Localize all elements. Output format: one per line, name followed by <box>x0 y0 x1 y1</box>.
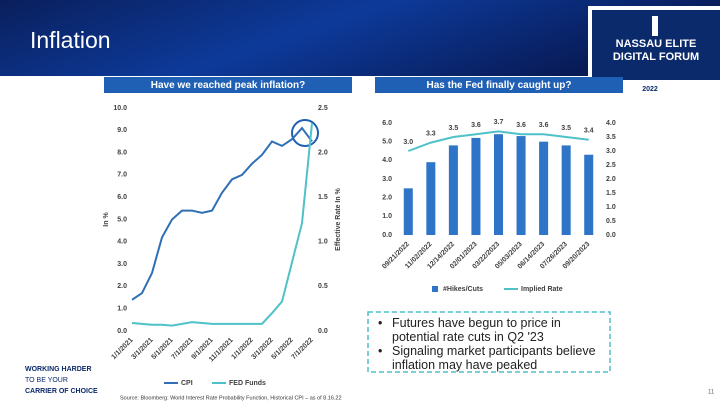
legend-label: Implied Rate <box>521 286 563 293</box>
logo-year: 2022 <box>642 86 658 93</box>
bar <box>403 188 413 235</box>
y2-tick-label: 0.5 <box>318 283 328 290</box>
slide-title: Inflation <box>30 27 111 53</box>
line-series <box>131 123 313 327</box>
data-label: 3.6 <box>516 122 526 129</box>
data-label: 3.7 <box>494 119 504 126</box>
line-series <box>131 126 313 301</box>
chart-header: Have we reached peak inflation? <box>151 80 306 91</box>
data-label: 3.5 <box>449 125 459 132</box>
y-tick-label: 3.0 <box>382 176 392 183</box>
y2-tick-label: 4.0 <box>606 120 616 127</box>
y2-tick-label: 1.5 <box>318 194 328 201</box>
data-label: 3.0 <box>403 139 413 146</box>
right-header-bar <box>375 77 623 93</box>
data-label: 3.6 <box>539 122 549 129</box>
y-tick-label: 9.0 <box>117 127 127 134</box>
bar <box>539 141 549 235</box>
y-tick-label: 3.0 <box>117 261 127 268</box>
tagline: WORKING HARDER <box>25 366 92 373</box>
chart-header: Has the Fed finally caught up? <box>426 80 571 91</box>
logo-text-box: NASSAU ELITE DIGITAL FORUM <box>612 38 700 63</box>
bar <box>426 162 436 235</box>
legend-swatch <box>432 286 438 292</box>
data-label: 3.5 <box>561 125 571 132</box>
bar <box>561 145 571 235</box>
y-axis-title: In % <box>103 212 110 227</box>
y-tick-label: 4.0 <box>117 239 127 246</box>
y2-tick-label: 0.0 <box>606 232 616 239</box>
tagline: TO BE YOUR <box>25 377 68 384</box>
y2-tick-label: 0.0 <box>318 328 328 335</box>
y2-tick-label: 0.5 <box>606 218 616 225</box>
y-tick-label: 8.0 <box>117 149 127 156</box>
x-tick-label: 7/1/2022 <box>290 337 314 361</box>
y2-tick-label: 2.5 <box>606 162 616 169</box>
y-tick-label: 5.0 <box>382 139 392 146</box>
y-tick-label: 1.0 <box>382 213 392 220</box>
legend-label: FED Funds <box>229 380 266 387</box>
peak-highlight <box>291 119 319 147</box>
bar <box>471 137 481 235</box>
y2-tick-label: 2.0 <box>606 176 616 183</box>
data-label: 3.4 <box>584 128 594 135</box>
logo-name: NASSAU ELITE DIGITAL FORUM <box>612 38 700 63</box>
bullet-text: Signaling market participants believe in… <box>392 344 596 372</box>
data-label: 3.3 <box>426 130 436 137</box>
bullet: • Signaling market participants believe i… <box>378 344 608 372</box>
bar <box>448 145 458 235</box>
legend-label: CPI <box>181 380 193 387</box>
y-tick-label: 5.0 <box>117 216 127 223</box>
y-tick-label: 0.0 <box>382 232 392 239</box>
legend-label: #Hikes/Cuts <box>443 286 483 293</box>
bullet-text: Futures have begun to price in potential… <box>392 316 561 344</box>
y2-tick-label: 1.5 <box>606 190 616 197</box>
y2-tick-label: 1.0 <box>606 204 616 211</box>
y-tick-label: 6.0 <box>382 120 392 127</box>
bar <box>493 134 504 235</box>
y-tick-label: 10.0 <box>113 105 127 112</box>
line-series <box>407 130 589 152</box>
y-tick-label: 2.0 <box>382 195 392 202</box>
source-note: Source: Bloomberg: World Interest Rate P… <box>120 395 342 401</box>
tagline: CARRIER OF CHOICE <box>25 388 98 395</box>
y-tick-label: 7.0 <box>117 172 127 179</box>
bullet-list: • Futures have begun to price in potentia… <box>378 316 608 372</box>
data-label: 3.6 <box>471 122 481 129</box>
callout-box <box>367 311 611 373</box>
y-tick-label: 0.0 <box>117 328 127 335</box>
y2-tick-label: 3.5 <box>606 134 616 141</box>
y-tick-label: 6.0 <box>117 194 127 201</box>
bar <box>584 154 594 235</box>
bullet: • Futures have begun to price in potentia… <box>378 316 608 344</box>
y2-tick-label: 2.0 <box>318 149 328 156</box>
y2-tick-label: 3.0 <box>606 148 616 155</box>
y-tick-label: 2.0 <box>117 283 127 290</box>
bar <box>516 136 526 235</box>
left-header-bar <box>104 77 352 93</box>
y-tick-label: 4.0 <box>382 157 392 164</box>
logo-icon <box>652 16 658 36</box>
y2-tick-label: 2.5 <box>318 105 328 112</box>
y-tick-label: 1.0 <box>117 306 127 313</box>
page-number: 11 <box>708 390 715 396</box>
y2-tick-label: 1.0 <box>318 239 328 246</box>
y2-axis-title: Effective Rate In % <box>335 187 342 250</box>
